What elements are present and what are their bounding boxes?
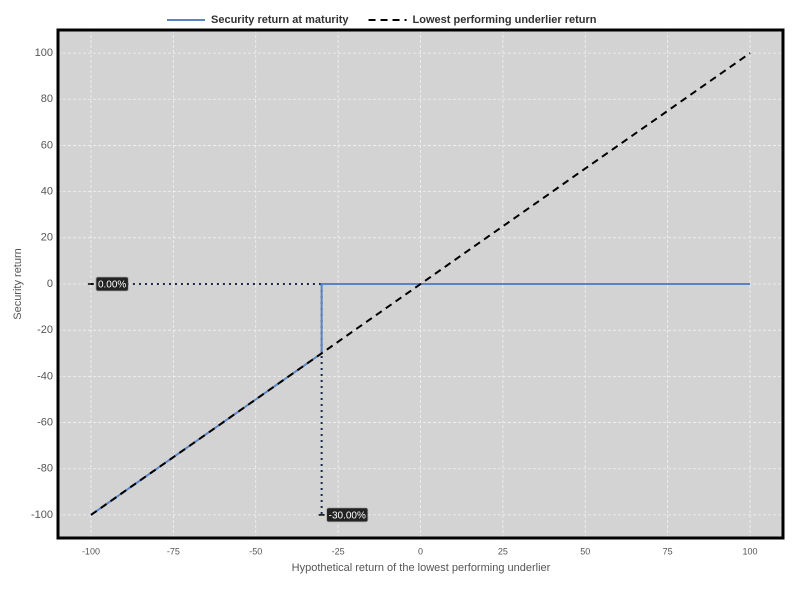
annotation: -30.00% [326, 507, 369, 523]
legend-label: Lowest performing underlier return [413, 14, 597, 26]
annotation-label: -30.00% [329, 511, 366, 522]
annotation-label: 0.00% [98, 280, 126, 291]
y-tick-label: -80 [37, 463, 53, 475]
series-line [90, 52, 751, 516]
y-tick-label: -20 [37, 324, 53, 336]
y-tick-label: -40 [37, 370, 53, 382]
y-tick-label: 80 [41, 93, 53, 105]
x-tick-label: 50 [580, 546, 590, 556]
y-axis-title: Security return [12, 248, 24, 320]
legend-label: Security return at maturity [211, 14, 349, 26]
annotation-box [326, 507, 369, 523]
y-tick-label: -100 [31, 509, 53, 521]
y-tick-label: 40 [41, 186, 53, 198]
y-tick-label: 20 [41, 232, 53, 244]
x-tick-label: 0 [418, 546, 423, 556]
plot-border [56, 28, 785, 540]
y-tick-label: 0 [47, 278, 53, 290]
y-tick-label: 60 [41, 139, 53, 151]
y-tick-label: -60 [37, 416, 53, 428]
x-tick-label: -100 [82, 546, 100, 556]
x-axis-title: Hypothetical return of the lowest perfor… [292, 562, 551, 574]
y-tick-label: 100 [35, 47, 53, 59]
x-tick-label: 100 [743, 546, 758, 556]
x-tick-label: -75 [167, 546, 180, 556]
series-line [90, 283, 751, 516]
x-tick-label: 25 [498, 546, 508, 556]
x-tick-label: 75 [663, 546, 673, 556]
x-tick-label: -50 [249, 546, 262, 556]
x-tick-label: -25 [332, 546, 345, 556]
annotation-box [95, 276, 129, 292]
annotation: 0.00% [95, 276, 129, 292]
